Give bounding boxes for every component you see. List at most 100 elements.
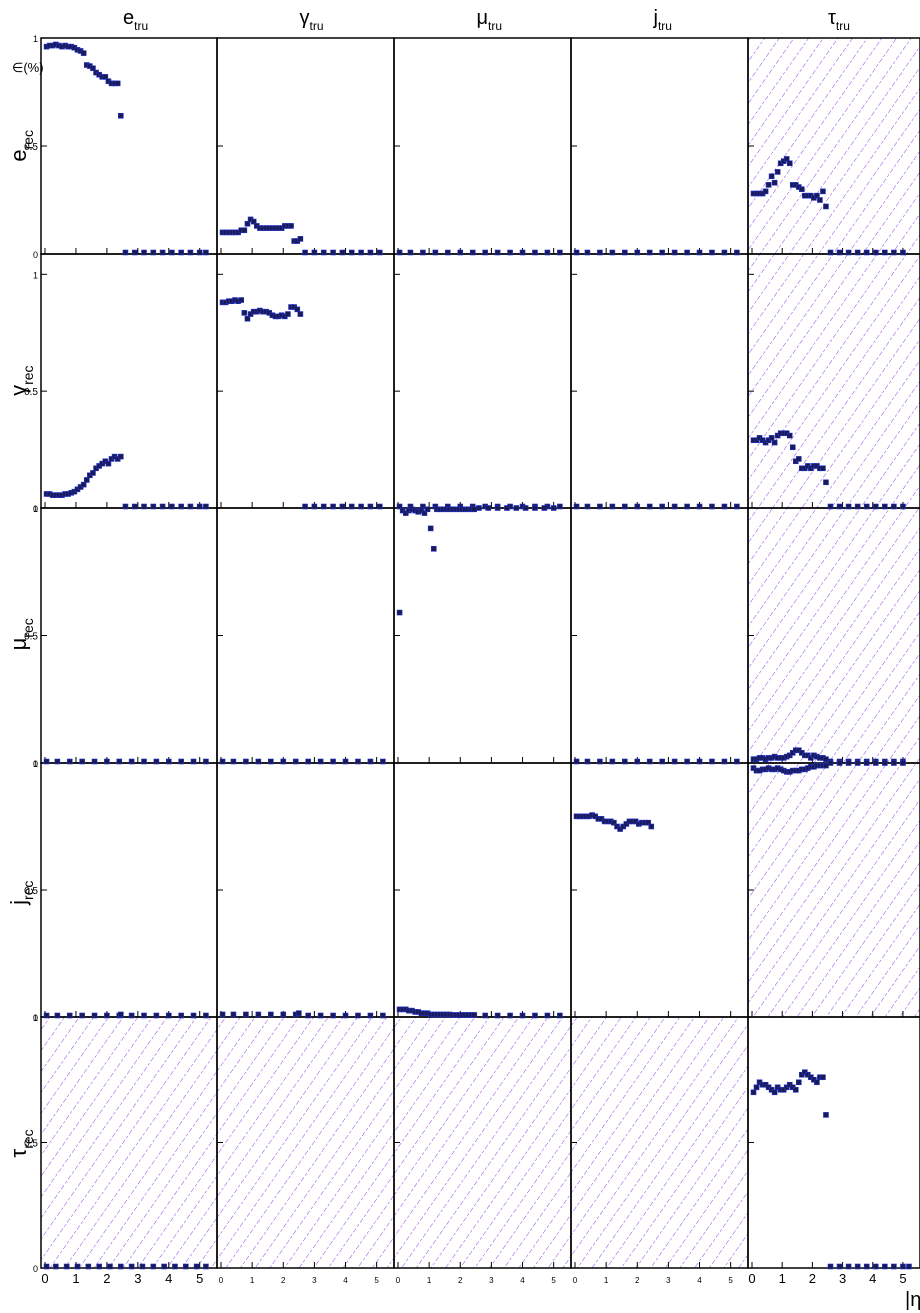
data-point bbox=[820, 1074, 826, 1081]
data-point bbox=[355, 1012, 361, 1019]
data-point bbox=[519, 249, 526, 256]
data-point bbox=[128, 758, 135, 765]
data-point bbox=[104, 1012, 110, 1019]
data-point bbox=[771, 1089, 778, 1096]
data-point bbox=[268, 1011, 274, 1018]
data-point bbox=[863, 1263, 870, 1270]
data-point bbox=[102, 74, 109, 80]
data-point bbox=[196, 249, 203, 256]
data-point bbox=[645, 819, 651, 826]
data-point bbox=[532, 249, 538, 256]
efficiency-axis-label: ∈(%) bbox=[12, 60, 44, 75]
data-point bbox=[900, 503, 906, 510]
data-point bbox=[900, 760, 906, 766]
data-point bbox=[532, 505, 538, 511]
x-tick-label: 4 bbox=[869, 1271, 876, 1286]
data-point bbox=[786, 160, 793, 167]
data-point bbox=[53, 1263, 59, 1270]
data-point bbox=[367, 249, 374, 256]
data-point bbox=[83, 477, 90, 483]
data-point bbox=[762, 188, 769, 195]
data-point bbox=[900, 249, 906, 256]
data-point bbox=[268, 758, 274, 765]
data-point bbox=[671, 758, 678, 765]
data-point bbox=[348, 249, 355, 256]
data-point bbox=[671, 503, 678, 510]
data-point bbox=[187, 503, 194, 510]
y-tick-label: 1 bbox=[33, 759, 38, 769]
data-point bbox=[783, 156, 790, 162]
data-point bbox=[141, 249, 147, 256]
x-tick-label: 3 bbox=[312, 1276, 317, 1285]
panel-frame bbox=[570, 37, 749, 255]
markers-r3-c4 bbox=[750, 760, 906, 775]
data-point bbox=[243, 1011, 249, 1018]
data-point bbox=[471, 1012, 478, 1018]
data-point bbox=[557, 503, 563, 510]
data-point bbox=[827, 760, 834, 766]
panel-frame bbox=[570, 762, 749, 1018]
data-point bbox=[367, 1012, 374, 1019]
panel-frame bbox=[747, 1016, 920, 1269]
data-point bbox=[431, 545, 437, 552]
panel-r0-c3 bbox=[570, 37, 749, 255]
data-point bbox=[118, 1263, 124, 1270]
data-point bbox=[190, 1012, 197, 1019]
data-point bbox=[297, 236, 304, 242]
row-header-sub: rec bbox=[20, 618, 36, 637]
data-point bbox=[646, 503, 653, 510]
data-point bbox=[872, 1263, 879, 1270]
data-point bbox=[646, 249, 653, 256]
data-point bbox=[63, 1263, 70, 1270]
hatched-region bbox=[41, 1017, 217, 1268]
panel-r3-c2 bbox=[393, 762, 572, 1018]
data-point bbox=[141, 758, 147, 765]
data-point bbox=[203, 758, 209, 765]
markers-r0-c0 bbox=[43, 41, 209, 256]
y-tick-label: 0.5 bbox=[24, 886, 38, 897]
data-point bbox=[768, 435, 775, 441]
data-point bbox=[187, 249, 194, 256]
data-point bbox=[311, 503, 318, 510]
data-point bbox=[150, 503, 157, 510]
data-point bbox=[823, 1112, 829, 1118]
column-header: etru bbox=[123, 7, 148, 33]
markers-r2-c1 bbox=[219, 758, 386, 765]
data-point bbox=[342, 1012, 349, 1019]
data-point bbox=[280, 1011, 287, 1018]
data-point bbox=[634, 503, 641, 510]
data-point bbox=[380, 1012, 386, 1019]
data-point bbox=[872, 249, 879, 256]
x-tick-label: 1 bbox=[779, 1271, 786, 1286]
column-header: τtru bbox=[828, 7, 850, 33]
data-point bbox=[203, 1012, 209, 1019]
data-point bbox=[544, 249, 551, 256]
data-point bbox=[863, 249, 870, 256]
y-tick-label: 1 bbox=[33, 504, 38, 514]
row-header: μrec bbox=[6, 618, 36, 650]
data-point bbox=[573, 758, 580, 765]
panel-r1-c2 bbox=[393, 253, 572, 509]
row-header-main: τ bbox=[6, 1148, 31, 1157]
data-point bbox=[544, 1012, 551, 1019]
data-point bbox=[79, 1012, 85, 1019]
data-point bbox=[230, 758, 237, 765]
hatched-region bbox=[748, 508, 920, 763]
data-point bbox=[768, 173, 775, 180]
data-point bbox=[814, 1079, 820, 1086]
data-point bbox=[118, 1011, 124, 1018]
x-tick-label: 5 bbox=[196, 1271, 203, 1286]
data-point bbox=[219, 1011, 226, 1018]
data-point bbox=[104, 758, 110, 765]
data-point bbox=[141, 1012, 147, 1019]
data-point bbox=[348, 503, 355, 510]
data-point bbox=[193, 1263, 200, 1270]
data-point bbox=[396, 609, 403, 616]
data-point bbox=[122, 503, 129, 510]
panel-frame bbox=[40, 253, 218, 509]
data-point bbox=[836, 1263, 843, 1270]
data-point bbox=[482, 249, 488, 256]
